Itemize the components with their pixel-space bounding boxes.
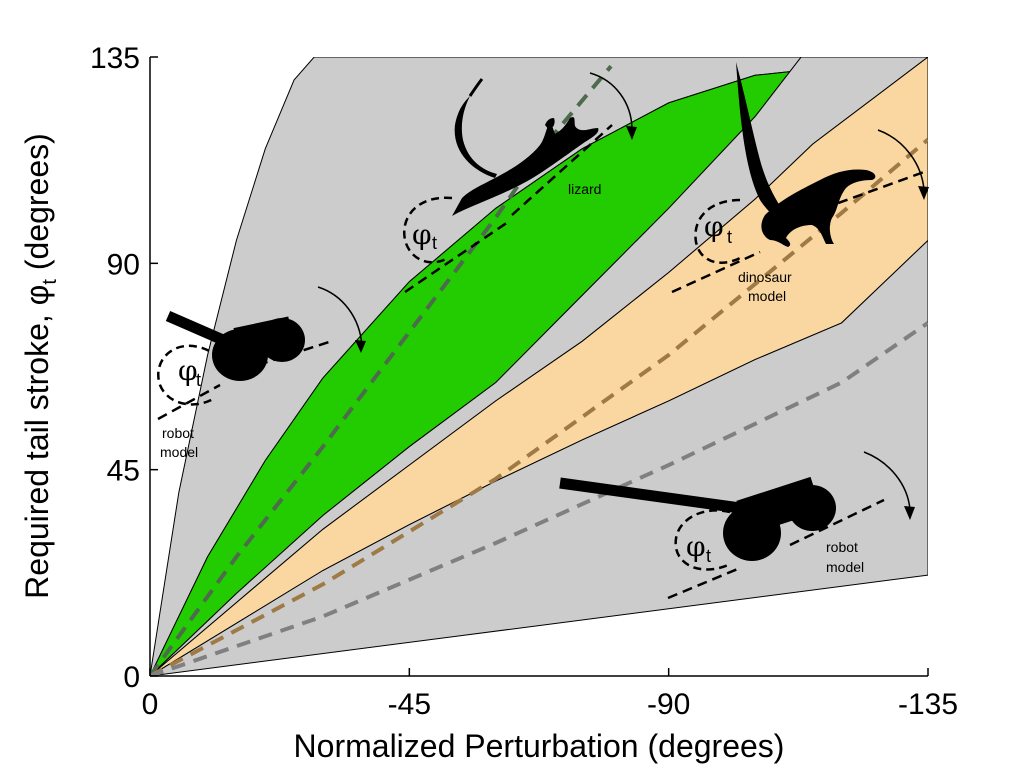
robot-lower-rotation-arrow <box>863 451 911 511</box>
robot-lower-phi-arc <box>674 509 731 571</box>
robot-lower-body-line <box>667 566 741 600</box>
robot-lower-label-line1: robot <box>826 539 858 555</box>
y-axis-label-suffix: (degrees) <box>19 133 55 279</box>
y-tick-label: 0 <box>123 661 140 694</box>
lizard-phi-arc <box>402 196 453 264</box>
lizard-rotation-arrow <box>589 72 633 131</box>
robot-upper-body-line <box>257 339 333 367</box>
dinosaur-label-line2: model <box>748 288 786 304</box>
x-tick-label: -135 <box>898 688 958 721</box>
arrowhead-icon <box>918 186 929 200</box>
robot-silhouette-lower <box>559 476 836 561</box>
x-tick-label: 0 <box>142 688 159 721</box>
robot-lower-tail-line <box>789 498 885 547</box>
x-axis-label: Normalized Perturbation (degrees) <box>294 728 785 764</box>
band-4 <box>150 239 928 676</box>
robot-silhouette-upper <box>165 310 305 381</box>
x-tick-label: -45 <box>388 688 431 721</box>
lizard-body-line <box>404 220 509 294</box>
lizard-tail-line <box>511 124 613 216</box>
arrowhead-icon <box>626 126 637 140</box>
arrowhead-icon <box>904 506 915 520</box>
y-tick-label: 45 <box>107 455 140 488</box>
ticks-layer: 0 -45 -90 -135 0 45 90 135 <box>90 42 958 721</box>
dinosaur-phi-label: φ <box>704 210 724 243</box>
arrowhead-icon <box>355 340 366 353</box>
lizard-phi-label: φ <box>412 218 432 251</box>
y-axis-label: Required tail stroke, φt (degrees) <box>19 133 61 599</box>
robot-lower-label-line2: model <box>826 559 864 575</box>
y-axis-label-main: Required tail stroke, φ <box>19 285 55 599</box>
robot-upper-label-line2: model <box>160 444 198 460</box>
lizard-annotation: φ t lizard <box>402 72 637 294</box>
y-tick-label: 135 <box>90 42 140 75</box>
robot-upper-annotation: φ t robot model <box>157 286 366 460</box>
dinosaur-silhouette <box>736 62 876 247</box>
series-line-1 <box>150 137 928 676</box>
robot-lower-phi-subscript: t <box>706 546 711 566</box>
dinosaur-label-line1: dinosaur <box>738 269 792 285</box>
robot-lower-annotation: φ t robot model <box>559 451 915 600</box>
dinosaur-tail-line <box>671 250 761 294</box>
y-axis-label-sub: t <box>39 279 61 285</box>
x-tick-label: -90 <box>647 688 690 721</box>
robot-upper-label-line1: robot <box>162 425 194 441</box>
robot-upper-tail-line <box>157 383 221 421</box>
robot-lower-phi-label: φ <box>686 530 706 563</box>
robot-upper-rotation-arrow <box>317 286 363 347</box>
lizard-silhouette <box>452 78 599 216</box>
series-line-2 <box>150 321 928 676</box>
dinosaur-phi-subscript: t <box>727 227 732 247</box>
lizard-phi-subscript: t <box>432 233 437 253</box>
lizard-label: lizard <box>568 181 601 197</box>
robot-upper-phi-subscript: t <box>196 370 201 390</box>
bands-layer <box>150 57 928 676</box>
y-tick-label: 90 <box>107 248 140 281</box>
dinosaur-annotation: φ t dinosaur model <box>671 62 929 304</box>
dinosaur-phi-arc <box>694 198 741 264</box>
dinosaur-rotation-arrow <box>877 129 925 191</box>
dinosaur-body-line <box>807 170 925 216</box>
robot-upper-phi-arc <box>157 344 221 406</box>
robot-upper-phi-label: φ <box>178 354 198 387</box>
